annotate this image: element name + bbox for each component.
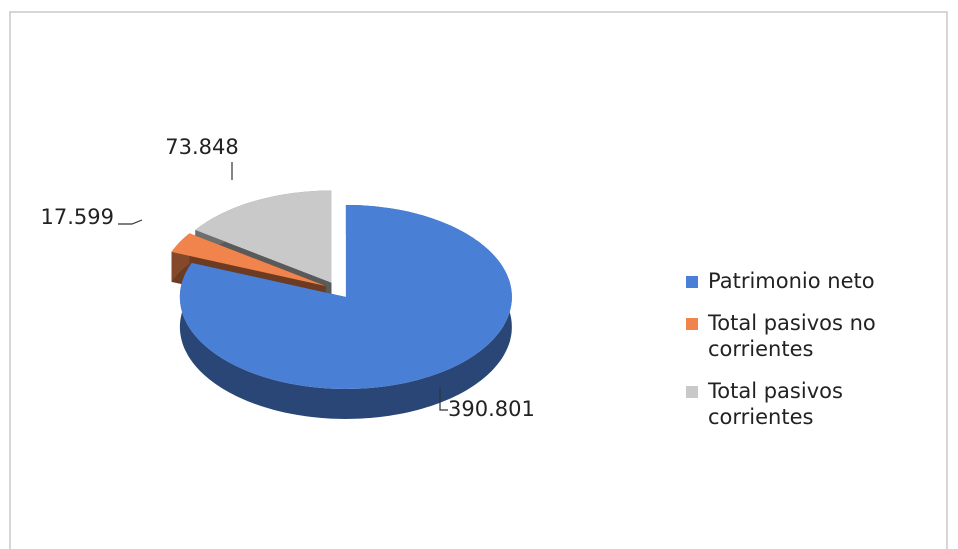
data-label: 73.848: [165, 135, 238, 159]
slice-top: [179, 205, 512, 389]
data-label: 390.801: [448, 397, 535, 421]
legend-item: Patrimonio neto: [686, 268, 936, 294]
legend-label: Patrimonio neto: [708, 269, 875, 293]
legend: Patrimonio neto Total pasivos no corrient…: [686, 268, 936, 446]
legend-swatch: [686, 386, 698, 398]
legend-item: Total pasivos corrientes: [686, 378, 936, 430]
legend-label: Total pasivos corrientes: [708, 379, 843, 429]
legend-item: Total pasivos no corrientes: [686, 310, 936, 362]
legend-label: Total pasivos no corrientes: [708, 311, 876, 361]
slice-top: [195, 190, 332, 283]
slice: [179, 205, 512, 419]
leader-line: [118, 219, 143, 225]
legend-swatch: [686, 318, 698, 330]
leader-line: [439, 388, 448, 411]
slice-top: [171, 233, 326, 286]
legend-swatch: [686, 276, 698, 288]
chart-border: [9, 11, 948, 549]
data-label: 17.599: [41, 205, 114, 229]
